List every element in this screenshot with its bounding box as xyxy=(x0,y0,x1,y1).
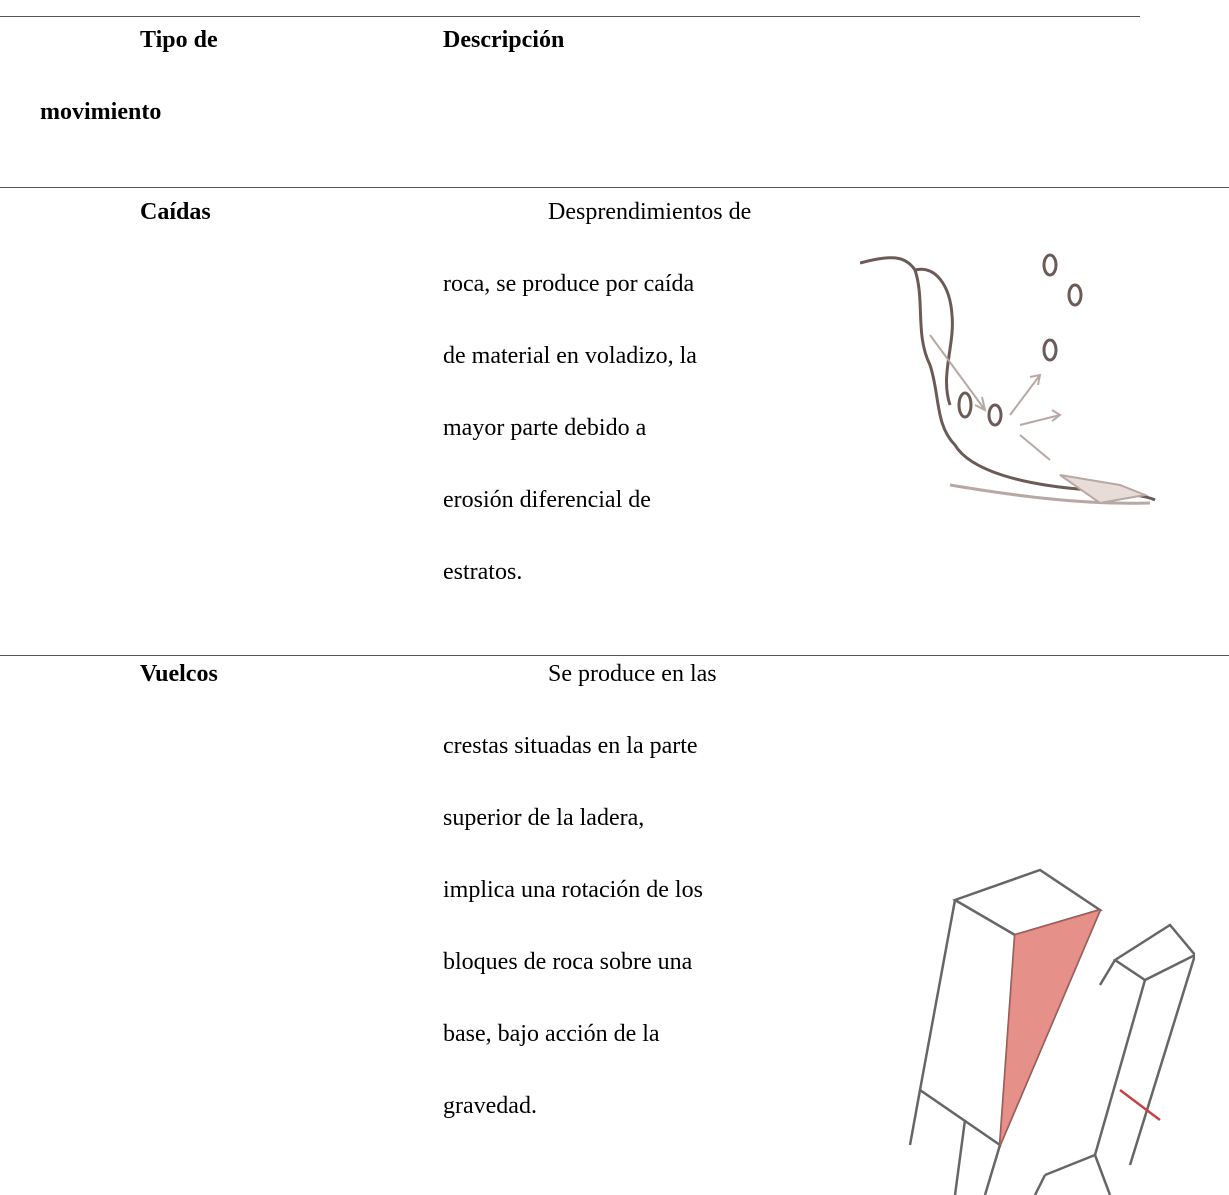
description-line: estratos. xyxy=(443,559,523,585)
description-line: Desprendimientos de xyxy=(548,199,752,225)
row-type: Caídas xyxy=(140,199,211,225)
description-line: Se produce en las xyxy=(548,661,717,687)
toppling-illustration xyxy=(908,868,1195,1195)
top-rule xyxy=(0,16,1140,17)
description-line: implica una rotación de los xyxy=(443,877,703,903)
row-rule xyxy=(0,655,1229,656)
header-description: Descripción xyxy=(443,27,565,53)
header-type: movimiento xyxy=(40,99,162,125)
description-line: de material en voladizo, la xyxy=(443,343,697,369)
description-line: base, bajo acción de la xyxy=(443,1021,660,1047)
rockfall-illustration xyxy=(860,253,1156,505)
header-type: Tipo de xyxy=(140,27,218,53)
description-line: gravedad. xyxy=(443,1093,537,1119)
description-line: erosión diferencial de xyxy=(443,487,651,513)
description-line: crestas situadas en la parte xyxy=(443,733,698,759)
description-line: superior de la ladera, xyxy=(443,805,645,831)
description-line: roca, se produce por caída xyxy=(443,271,695,297)
row-type: Vuelcos xyxy=(140,661,218,687)
description-line: bloques de roca sobre una xyxy=(443,949,693,975)
description-line: mayor parte debido a xyxy=(443,415,647,441)
row-rule xyxy=(0,187,1229,188)
